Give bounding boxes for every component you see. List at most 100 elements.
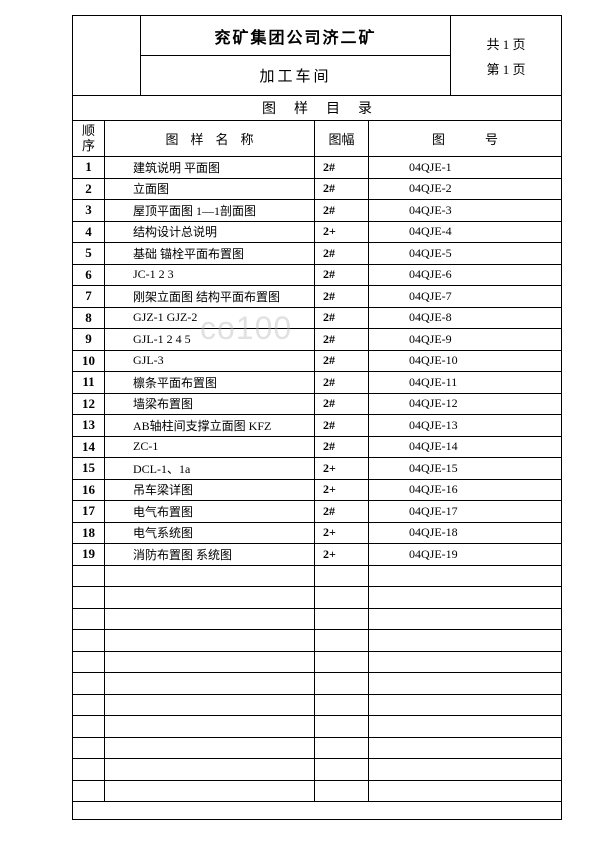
table-row-empty xyxy=(73,695,561,717)
table-row: 5基础 锚栓平面布置图2#04QJE-5 xyxy=(73,243,561,265)
cell-number: 04QJE-9 xyxy=(369,329,561,350)
cell-size xyxy=(315,781,369,802)
cell-name xyxy=(105,609,315,630)
table-row-empty xyxy=(73,566,561,588)
table-row: 12墙梁布置图2#04QJE-12 xyxy=(73,394,561,416)
cell-seq: 11 xyxy=(73,372,105,393)
cell-name: 建筑说明 平面图 xyxy=(105,157,315,178)
cell-number xyxy=(369,630,561,651)
cell-seq: 3 xyxy=(73,200,105,221)
cell-seq xyxy=(73,695,105,716)
cell-number xyxy=(369,738,561,759)
cell-name: GJZ-1 GJZ-2 xyxy=(105,308,315,329)
table-row: 19消防布置图 系统图2+04QJE-19 xyxy=(73,544,561,566)
cell-seq: 2 xyxy=(73,179,105,200)
cell-size: 2# xyxy=(315,329,369,350)
cell-seq: 6 xyxy=(73,265,105,286)
workshop-title: 加工车间 xyxy=(141,56,450,95)
table-row: 6JC-1 2 32#04QJE-6 xyxy=(73,265,561,287)
cell-name: AB轴柱间支撑立面图 KFZ xyxy=(105,415,315,436)
cell-name xyxy=(105,566,315,587)
cell-size xyxy=(315,673,369,694)
cell-number: 04QJE-17 xyxy=(369,501,561,522)
col-header-seq: 顺 序 xyxy=(73,121,105,156)
header-row: 兖矿集团公司济二矿 加工车间 共 1 页 第 1 页 xyxy=(73,16,561,96)
table-row: 16吊车梁详图2+04QJE-16 xyxy=(73,480,561,502)
cell-size: 2# xyxy=(315,372,369,393)
table-row: 9GJL-1 2 4 52#04QJE-9 xyxy=(73,329,561,351)
header-center: 兖矿集团公司济二矿 加工车间 xyxy=(141,16,451,95)
cell-number xyxy=(369,759,561,780)
cell-size: 2+ xyxy=(315,458,369,479)
cell-seq xyxy=(73,738,105,759)
cell-seq: 12 xyxy=(73,394,105,415)
cell-name: ZC-1 xyxy=(105,437,315,458)
cell-name: DCL-1、1a xyxy=(105,458,315,479)
cell-seq: 1 xyxy=(73,157,105,178)
cell-size: 2+ xyxy=(315,523,369,544)
cell-size: 2# xyxy=(315,437,369,458)
cell-number xyxy=(369,652,561,673)
cell-name: 刚架立面图 结构平面布置图 xyxy=(105,286,315,307)
table-row-empty xyxy=(73,652,561,674)
cell-size: 2# xyxy=(315,351,369,372)
cell-seq xyxy=(73,630,105,651)
cell-seq xyxy=(73,587,105,608)
cell-seq: 7 xyxy=(73,286,105,307)
cell-size: 2+ xyxy=(315,480,369,501)
cell-size: 2# xyxy=(315,157,369,178)
cell-number: 04QJE-1 xyxy=(369,157,561,178)
table-row: 1建筑说明 平面图2#04QJE-1 xyxy=(73,157,561,179)
table-row: 13AB轴柱间支撑立面图 KFZ2#04QJE-13 xyxy=(73,415,561,437)
cell-seq: 5 xyxy=(73,243,105,264)
cell-size: 2# xyxy=(315,243,369,264)
cell-number xyxy=(369,695,561,716)
cell-name xyxy=(105,587,315,608)
cell-number: 04QJE-10 xyxy=(369,351,561,372)
cell-name: 电气系统图 xyxy=(105,523,315,544)
cell-seq xyxy=(73,716,105,737)
cell-number: 04QJE-19 xyxy=(369,544,561,565)
cell-name: 电气布置图 xyxy=(105,501,315,522)
cell-name: 基础 锚栓平面布置图 xyxy=(105,243,315,264)
cell-name xyxy=(105,781,315,802)
table-row: 15DCL-1、1a2+04QJE-15 xyxy=(73,458,561,480)
cell-seq: 19 xyxy=(73,544,105,565)
cell-seq: 4 xyxy=(73,222,105,243)
cell-name: 立面图 xyxy=(105,179,315,200)
cell-number xyxy=(369,587,561,608)
cell-number: 04QJE-13 xyxy=(369,415,561,436)
cell-size: 2# xyxy=(315,200,369,221)
header-left-blank xyxy=(73,16,141,95)
cell-size xyxy=(315,609,369,630)
table-row: 4结构设计总说明2+04QJE-4 xyxy=(73,222,561,244)
table-row: 7刚架立面图 结构平面布置图2#04QJE-7 xyxy=(73,286,561,308)
cell-number: 04QJE-4 xyxy=(369,222,561,243)
cell-size: 2# xyxy=(315,179,369,200)
cell-number xyxy=(369,716,561,737)
table-row: 17电气布置图2#04QJE-17 xyxy=(73,501,561,523)
column-header-row: 顺 序 图样名称 图幅 图号 xyxy=(73,121,561,157)
table-row: 14ZC-12#04QJE-14 xyxy=(73,437,561,459)
cell-name xyxy=(105,673,315,694)
cell-number xyxy=(369,781,561,802)
cell-number: 04QJE-2 xyxy=(369,179,561,200)
col-header-name: 图样名称 xyxy=(105,121,315,156)
table-row-empty xyxy=(73,609,561,631)
cell-seq: 15 xyxy=(73,458,105,479)
table-row-empty xyxy=(73,716,561,738)
cell-number: 04QJE-14 xyxy=(369,437,561,458)
cell-seq xyxy=(73,566,105,587)
cell-size xyxy=(315,630,369,651)
cell-name xyxy=(105,759,315,780)
cell-name: 墙梁布置图 xyxy=(105,394,315,415)
cell-name: GJL-3 xyxy=(105,351,315,372)
cell-name xyxy=(105,716,315,737)
section-title: 图样目录 xyxy=(73,96,561,121)
cell-size: 2# xyxy=(315,394,369,415)
cell-name: GJL-1 2 4 5 xyxy=(105,329,315,350)
cell-name: 吊车梁详图 xyxy=(105,480,315,501)
cell-number: 04QJE-15 xyxy=(369,458,561,479)
cell-name: 檩条平面布置图 xyxy=(105,372,315,393)
cell-number: 04QJE-12 xyxy=(369,394,561,415)
